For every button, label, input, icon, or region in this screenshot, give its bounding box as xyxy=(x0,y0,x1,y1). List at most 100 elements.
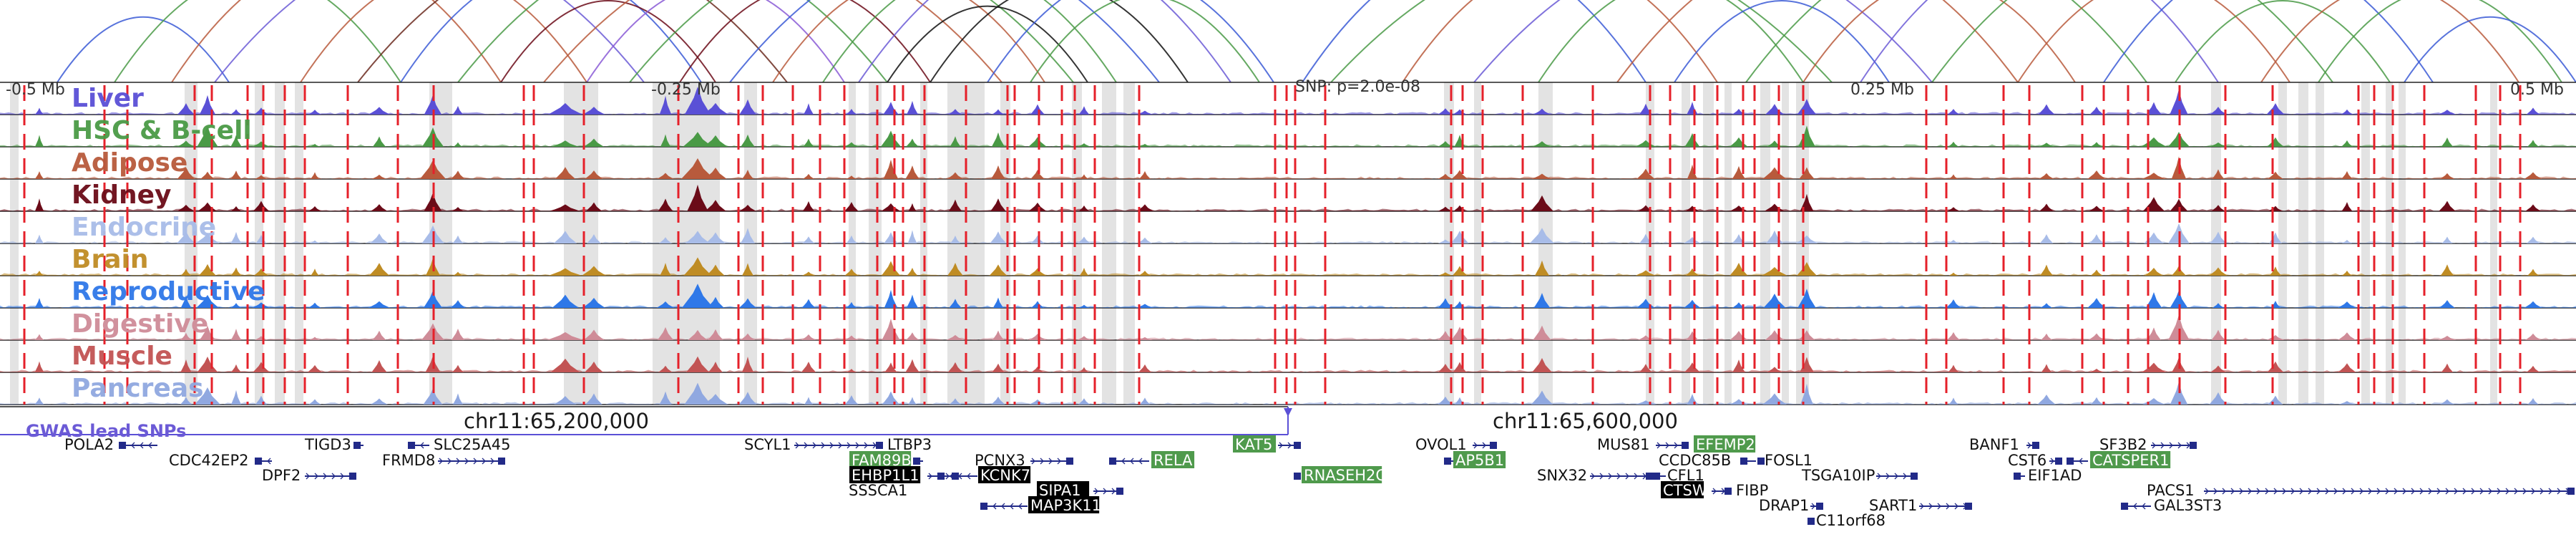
track-peak xyxy=(2526,236,2540,243)
gene-strand-arrow xyxy=(2027,442,2031,449)
track-peak xyxy=(684,382,711,405)
track-peak xyxy=(2040,264,2053,276)
gene-strand-arrow xyxy=(131,442,135,449)
gene-ccdc85b: CCDC85B xyxy=(1659,452,1756,469)
track-peak xyxy=(34,334,44,340)
track-peak xyxy=(1451,326,1468,340)
gene-strand-arrow xyxy=(847,442,851,449)
track-peak xyxy=(1453,109,1467,115)
gene-label-highlight xyxy=(1151,451,1195,468)
track-peak xyxy=(884,362,897,372)
track-peak xyxy=(1531,173,1553,179)
gene-strand-arrow xyxy=(314,473,318,480)
gene-exon xyxy=(1724,488,1732,495)
track-peak xyxy=(989,264,1008,276)
gene-fibp: FIBP xyxy=(1736,482,1768,499)
track-peak xyxy=(2039,173,2054,179)
track-noise xyxy=(0,337,2576,340)
track-peak xyxy=(1948,397,1958,405)
track-peak xyxy=(2524,301,2542,308)
gene-label-highlight xyxy=(2090,451,2171,468)
track-noise xyxy=(0,208,2576,211)
track-peak xyxy=(1685,205,1699,211)
track-peak xyxy=(846,235,857,243)
track-peak xyxy=(884,289,898,308)
gene-label: FIBP xyxy=(1736,482,1768,499)
gene-exon xyxy=(1757,458,1765,465)
gene-strand-arrow xyxy=(2177,442,2182,449)
track-peak xyxy=(946,334,965,340)
track-peak xyxy=(703,102,728,115)
track-peak xyxy=(2089,107,2104,115)
chromatin-loop-10 xyxy=(586,0,845,83)
track-peak xyxy=(2267,361,2284,372)
gene-label: CST6 xyxy=(2008,452,2046,469)
track-peak xyxy=(2170,198,2188,211)
gene-strand-arrow xyxy=(795,442,799,449)
track-peak xyxy=(308,399,321,405)
gene-label: FRMD8 xyxy=(382,452,435,469)
track-peak xyxy=(2041,333,2052,340)
track-peak xyxy=(948,199,962,211)
track-peak xyxy=(1438,272,1453,276)
track-peak xyxy=(707,296,724,308)
track-peak xyxy=(2338,332,2356,340)
track-peak xyxy=(2439,399,2455,405)
gene-strand-arrow xyxy=(1894,473,1898,480)
track-peak xyxy=(686,356,710,372)
gene-c11orf68: C11orf68 xyxy=(1807,512,1885,529)
track-peak xyxy=(1533,293,1551,308)
track-peak xyxy=(1797,289,1816,308)
track-peak xyxy=(905,165,919,179)
gene-sssca1: SSSCA1 xyxy=(849,482,907,499)
gene-strand-arrow xyxy=(2479,488,2484,495)
track-peak xyxy=(583,329,605,340)
track-peak xyxy=(1028,268,1047,276)
gene-label: SNX32 xyxy=(1537,467,1587,484)
track-peak xyxy=(372,330,386,340)
gene-exon xyxy=(2055,458,2062,465)
track-peak xyxy=(196,294,219,308)
track-peak xyxy=(311,268,319,276)
track-peak xyxy=(740,333,756,340)
track-peak xyxy=(252,302,270,308)
track-peak xyxy=(34,298,44,308)
track-peak xyxy=(1762,167,1787,179)
gene-strand-arrow xyxy=(992,503,997,510)
track-label: Liver xyxy=(72,84,144,113)
track-peak xyxy=(844,395,859,405)
track-peak xyxy=(2037,395,2056,405)
gene-strand-arrow xyxy=(2152,442,2156,449)
track-peak xyxy=(2212,169,2225,179)
track-peak xyxy=(1453,362,1467,372)
track-peak xyxy=(424,95,442,115)
track-digestive xyxy=(0,314,2576,341)
track-peak xyxy=(452,364,464,372)
track-peak xyxy=(2341,271,2353,276)
track-peak xyxy=(550,204,581,211)
track-peak xyxy=(1947,332,1960,340)
gene-strand-arrow xyxy=(323,473,327,480)
track-peak xyxy=(741,357,754,372)
track-peak xyxy=(657,173,674,179)
gene-strand-arrow xyxy=(1616,473,1621,480)
gene-strand-arrow xyxy=(2557,488,2561,495)
track-peak xyxy=(658,198,673,211)
track-peak xyxy=(685,231,711,243)
gene-fosl1: FOSL1 xyxy=(1757,452,1813,469)
gene-exon xyxy=(1965,503,1972,510)
gene-strand-arrow xyxy=(1473,442,1478,449)
track-peak xyxy=(2209,142,2228,147)
track-peak xyxy=(992,363,1005,372)
track-peak xyxy=(2211,329,2225,340)
track-peak xyxy=(802,236,815,243)
chromatin-loop-12 xyxy=(679,0,931,83)
gene-strand-arrow xyxy=(1010,503,1014,510)
track-peak xyxy=(1077,336,1091,340)
chromatin-loop-35 xyxy=(2260,0,2519,83)
track-peak xyxy=(2088,205,2105,211)
gene-exon xyxy=(913,458,920,465)
gene-strand-arrow xyxy=(1121,458,1126,465)
track-peak xyxy=(991,396,1005,405)
chromatin-loop-17 xyxy=(887,5,1088,83)
